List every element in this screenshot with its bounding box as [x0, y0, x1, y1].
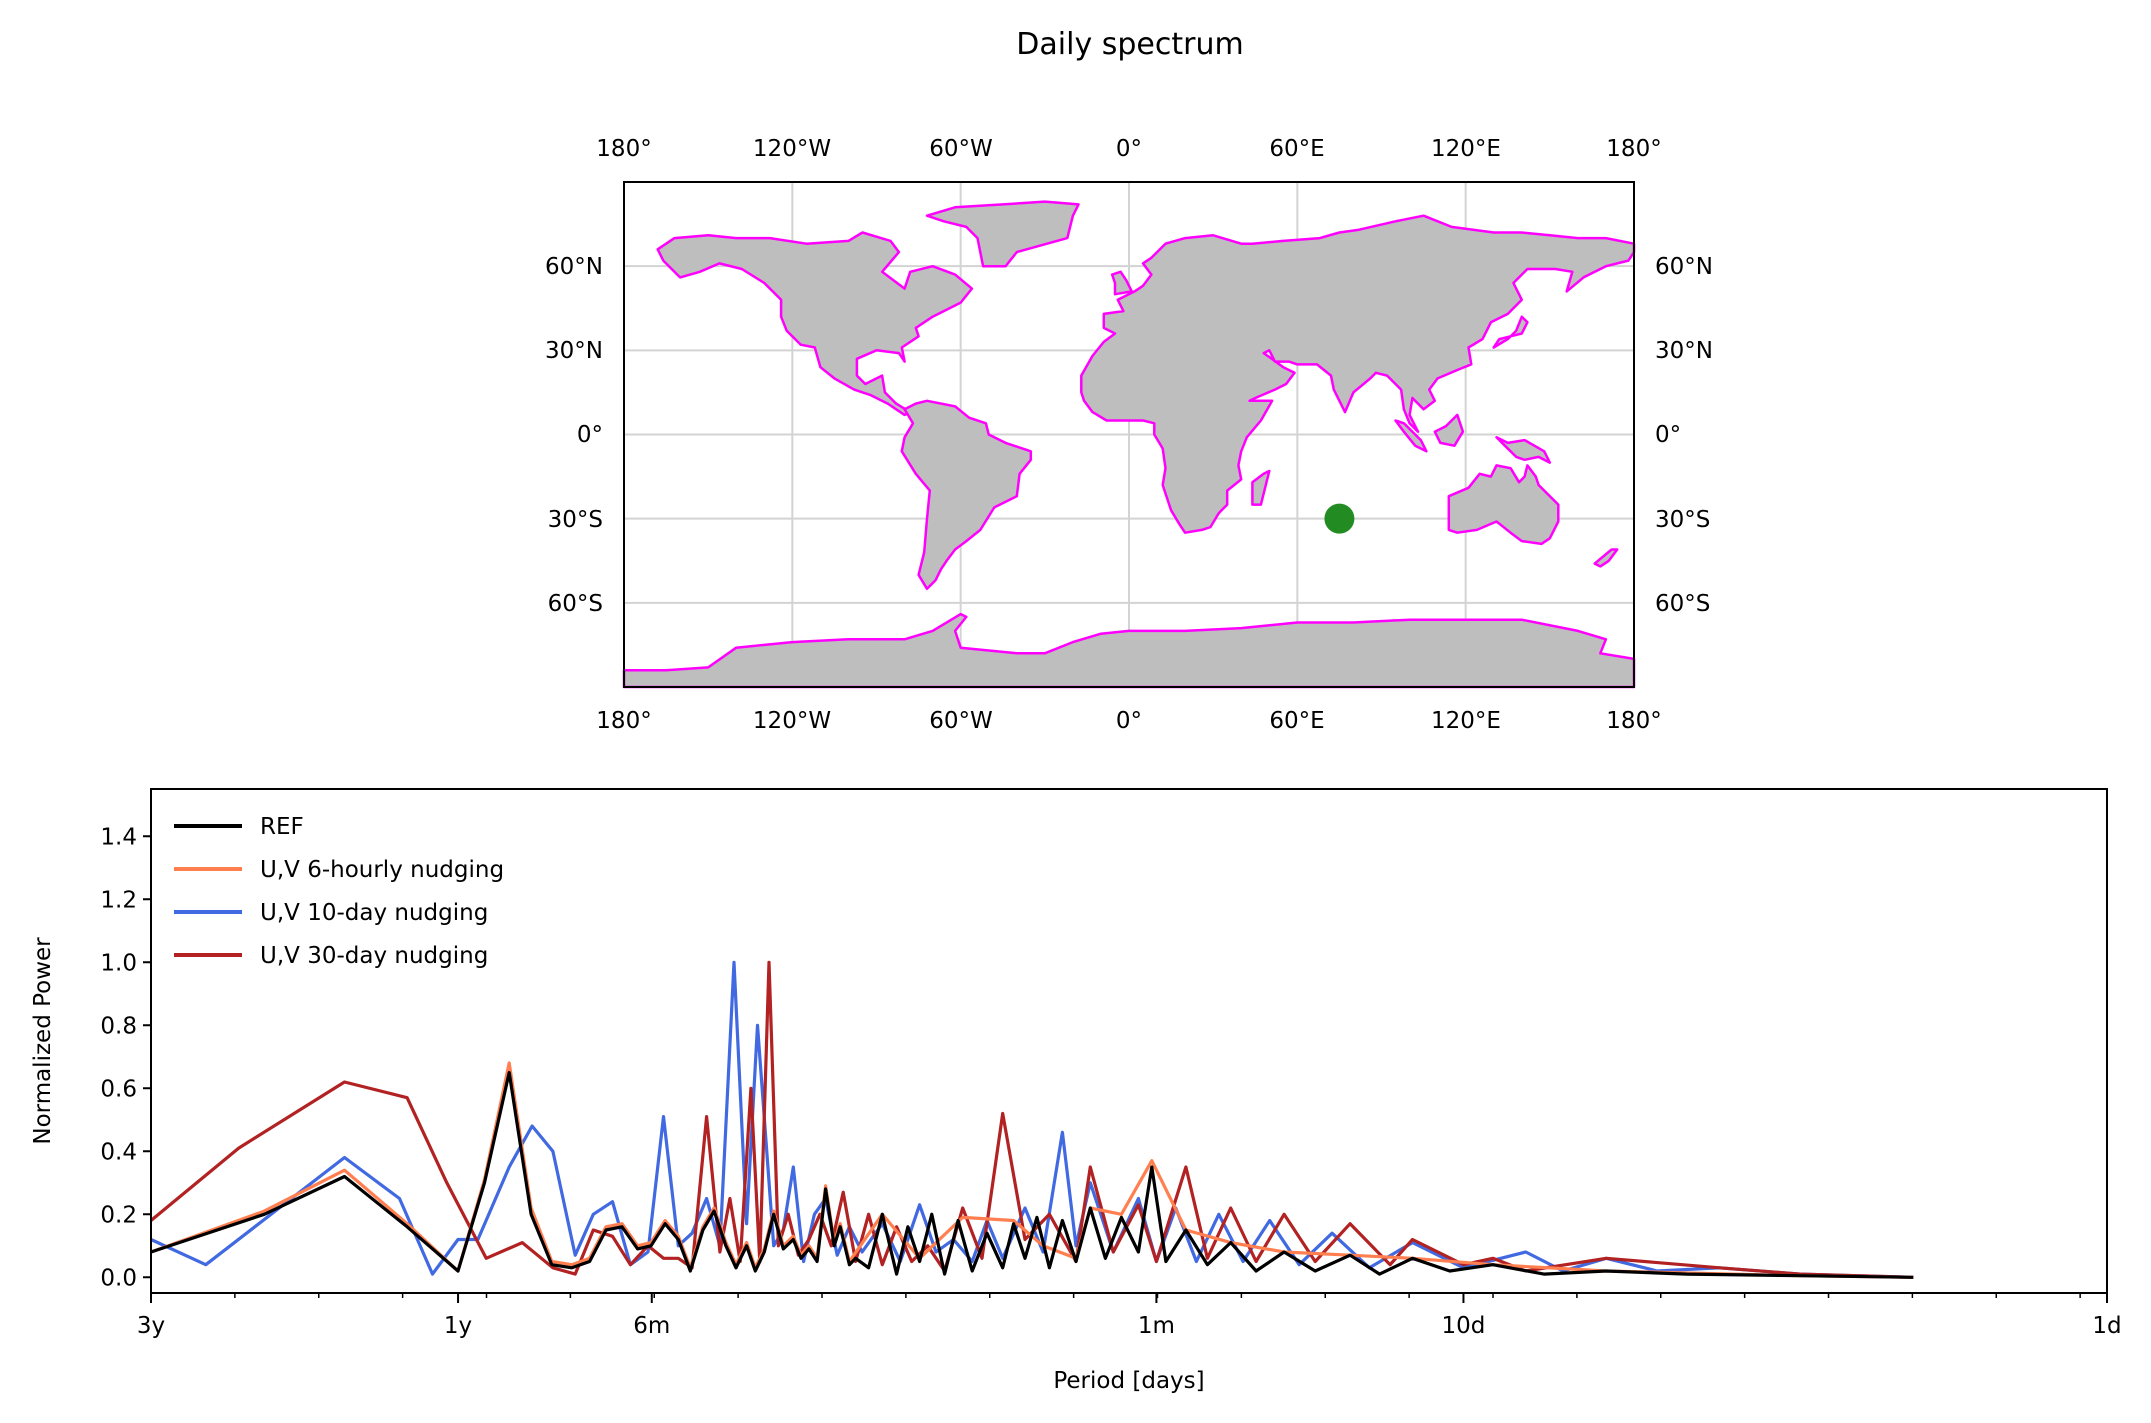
- map-lat-tick-left-2: 0°: [577, 422, 603, 448]
- land-new-guinea: [1495, 436, 1552, 464]
- land-antarctica: [622, 612, 1636, 689]
- y-axis: 0.0 0.2 0.4 0.6 0.8 1.0 1.2 1.4: [100, 824, 151, 1291]
- y-tick-label-4: 0.8: [100, 1013, 137, 1039]
- location-marker: [1324, 503, 1355, 534]
- legend-label-ref: REF: [260, 814, 304, 840]
- map-lat-tick-right-2: 0°: [1655, 422, 1681, 448]
- map-frame: [623, 181, 1635, 688]
- map-lat-tick-left-1: 30°N: [545, 338, 603, 364]
- map-lon-tick-bottom-0: 180°: [596, 708, 651, 734]
- series-line-3: [149, 960, 1914, 1279]
- map-land: [622, 200, 1636, 689]
- legend-label-10-day: U,V 10-day nudging: [260, 900, 488, 926]
- map-lon-tick-top-6: 180°: [1606, 136, 1661, 162]
- map-lon-tick-bottom-6: 180°: [1606, 708, 1661, 734]
- map-lon-tick-top-4: 60°E: [1269, 136, 1324, 162]
- map-lat-tick-left-3: 30°S: [548, 507, 603, 533]
- land-africa-eurasia: [1080, 214, 1636, 534]
- y-tick-label-1: 0.2: [100, 1202, 137, 1228]
- spectrum-panel: 0.0 0.2 0.4 0.6 0.8 1.0 1.2 1.4 3y 1y 6m 1m 10d 1d P…: [30, 788, 2122, 1394]
- map-lon-tick-bottom-3: 0°: [1116, 708, 1142, 734]
- land-new-zealand: [1593, 548, 1619, 568]
- land-north-america: [656, 231, 974, 417]
- map-lat-tick-right-4: 60°S: [1655, 591, 1710, 617]
- land-japan: [1492, 315, 1529, 349]
- map-lon-tick-top-5: 120°E: [1431, 136, 1501, 162]
- map-lat-tick-right-1: 30°N: [1655, 338, 1713, 364]
- y-tick-label-2: 0.4: [100, 1139, 137, 1165]
- map-lon-tick-top-0: 180°: [596, 136, 651, 162]
- map-panel: 180° 120°W 60°W 0° 60°E 120°E 180° 180° …: [545, 136, 1713, 734]
- x-axis-label: Period [days]: [1053, 1368, 1204, 1394]
- y-tick-label-5: 1.0: [100, 950, 137, 976]
- x-tick-label-2: 6m: [633, 1313, 670, 1339]
- legend: REF U,V 6-hourly nudging U,V 10-day nudg…: [174, 814, 504, 969]
- y-tick-label-0: 0.0: [100, 1265, 137, 1291]
- x-tick-label-3: 1m: [1138, 1313, 1175, 1339]
- land-greenland: [925, 200, 1080, 268]
- x-tick-label-1: 1y: [444, 1313, 472, 1339]
- series-layer: [149, 960, 1914, 1279]
- map-lat-tick-right-0: 60°N: [1655, 254, 1713, 280]
- map-lon-tick-bottom-1: 120°W: [753, 708, 831, 734]
- x-tick-label-4: 10d: [1442, 1313, 1486, 1339]
- plot-frame: [150, 788, 2108, 1294]
- land-south-america: [900, 399, 1033, 591]
- map-lat-tick-left-4: 60°S: [548, 591, 603, 617]
- y-tick-label-3: 0.6: [100, 1076, 137, 1102]
- y-tick-label-6: 1.2: [100, 887, 137, 913]
- land-madagascar: [1251, 469, 1271, 506]
- y-axis-label: Normalized Power: [30, 937, 56, 1145]
- map-lon-tick-bottom-5: 120°E: [1431, 708, 1501, 734]
- land-borneo: [1433, 413, 1465, 447]
- land-australia: [1447, 464, 1560, 546]
- map-lon-tick-top-1: 120°W: [753, 136, 831, 162]
- map-lon-tick-top-3: 0°: [1116, 136, 1142, 162]
- series-line-0: [150, 1070, 1914, 1279]
- land-sumatra: [1394, 419, 1428, 453]
- map-lon-tick-top-2: 60°W: [929, 136, 993, 162]
- y-tick-label-7: 1.4: [100, 824, 137, 850]
- land-british-isles: [1110, 270, 1134, 296]
- x-axis: 3y 1y 6m 1m 10d 1d: [137, 1293, 2122, 1339]
- legend-label-6-hourly: U,V 6-hourly nudging: [260, 857, 504, 883]
- map-lat-tick-right-3: 30°S: [1655, 507, 1710, 533]
- x-tick-label-5: 1d: [2092, 1313, 2121, 1339]
- figure-title: Daily spectrum: [1016, 27, 1243, 62]
- map-lon-tick-bottom-2: 60°W: [929, 708, 993, 734]
- legend-label-30-day: U,V 30-day nudging: [260, 943, 488, 969]
- x-tick-label-0: 3y: [137, 1313, 165, 1339]
- map-lat-tick-left-0: 60°N: [545, 254, 603, 280]
- map-lon-tick-bottom-4: 60°E: [1269, 708, 1324, 734]
